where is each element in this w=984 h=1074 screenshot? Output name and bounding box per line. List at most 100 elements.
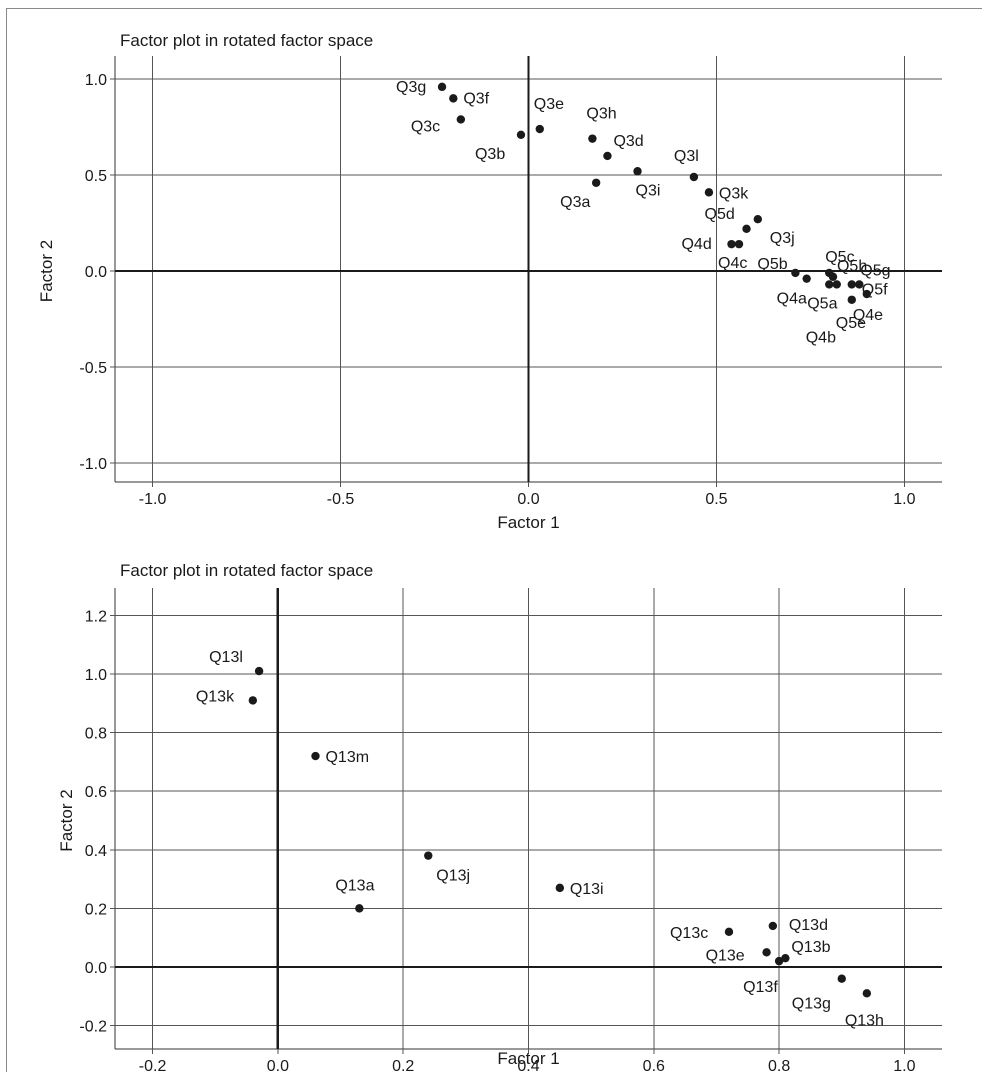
point-label-q5a: Q5a (807, 295, 837, 312)
point-label-q3h: Q3h (586, 106, 616, 123)
x-axis-label: Factor 1 (497, 513, 559, 532)
point-label-q3l: Q3l (674, 148, 699, 165)
point-label-q13g: Q13g (792, 996, 831, 1013)
data-point-q5b (791, 268, 800, 278)
y-tick-label: 0.4 (85, 843, 107, 860)
y-tick-label: 1.0 (85, 72, 107, 89)
factor-plot-top: Factor plot in rotated factor space -1.0 -… (37, 31, 942, 532)
data-point-q4e (862, 289, 872, 299)
data-point-q5f (847, 280, 856, 289)
data-point-q13g (837, 974, 846, 983)
data-point-q13h (862, 989, 872, 998)
data-point-q3e (535, 124, 544, 134)
x-tick-label: 0.4 (517, 1058, 539, 1074)
y-tick-label: 0.0 (85, 264, 107, 281)
point-label-q3f: Q3f (463, 90, 489, 107)
y-tick-label: -1.0 (79, 456, 107, 473)
point-label-q13e: Q13e (706, 947, 745, 964)
point-label-q13h: Q13h (845, 1012, 884, 1029)
x-tick-label: -1.0 (139, 491, 167, 508)
point-label-q5b: Q5b (757, 256, 787, 273)
y-tick-label: 0.2 (85, 901, 107, 918)
y-tick-label: 1.0 (85, 667, 107, 684)
point-label-q3g: Q3g (396, 79, 426, 96)
data-point-q4c (734, 239, 744, 249)
data-point-q3j (753, 215, 763, 224)
data-point-q4a (802, 274, 811, 283)
point-label-q3k: Q3k (719, 185, 749, 202)
point-label-q5c: Q5c (825, 249, 854, 266)
data-point-q3c (456, 115, 466, 124)
point-label-q13d: Q13d (789, 917, 828, 934)
data-point-q13d (768, 921, 778, 931)
data-point-q13l (254, 666, 264, 676)
point-label-q5d: Q5d (705, 206, 735, 223)
data-point-q3l (689, 172, 699, 182)
x-tick-label: -0.5 (327, 491, 355, 508)
x-tick-label: 1.0 (893, 491, 915, 508)
data-point-q3b (516, 130, 526, 140)
point-label-q13f: Q13f (743, 979, 778, 996)
y-tick-label: -0.5 (79, 360, 107, 377)
point-label-q3i: Q3i (636, 182, 661, 199)
figure-frame (6, 8, 982, 1072)
point-label-q3d: Q3d (613, 133, 643, 150)
data-point-q5a (825, 280, 834, 289)
x-tick-label: 0.0 (267, 1058, 289, 1074)
factor-plot-bottom: Factor plot in rotated factor space -0.2 0… (57, 561, 942, 1074)
data-point-q13c (724, 927, 734, 937)
y-axis-label: Factor 2 (37, 240, 56, 302)
x-tick-label: 0.8 (768, 1058, 790, 1074)
point-label-q3j: Q3j (770, 230, 795, 247)
data-point-q5e (847, 295, 856, 304)
y-tick-label: 0.8 (85, 726, 107, 743)
data-point-q3d (603, 151, 612, 161)
point-label-q13i: Q13i (570, 881, 604, 898)
data-point-q13e (762, 948, 771, 957)
data-point-q5d (742, 224, 751, 233)
point-label-q13k: Q13k (196, 688, 235, 705)
point-label-q13j: Q13j (436, 868, 470, 885)
point-label-q4a: Q4a (777, 291, 807, 308)
y-tick-label: 1.2 (85, 608, 107, 625)
data-point-q3k (704, 188, 714, 197)
y-tick-label: -0.2 (79, 1019, 107, 1036)
point-label-q13c: Q13c (670, 925, 708, 942)
data-point-q3a (591, 178, 601, 187)
data-point-q3f (449, 94, 458, 103)
point-label-q3c: Q3c (411, 118, 440, 135)
x-axis-label: Factor 1 (497, 1049, 559, 1068)
data-point-q13b (781, 953, 790, 963)
data-point-q4b (832, 280, 841, 289)
point-label-q13b: Q13b (791, 939, 830, 956)
point-label-q13a: Q13a (335, 877, 374, 894)
data-point-q5h (828, 272, 838, 281)
point-label-q5e: Q5e (836, 315, 866, 332)
data-point-q3g (437, 82, 447, 92)
x-tick-label: 0.2 (392, 1058, 414, 1074)
y-tick-label: 0.5 (85, 168, 107, 185)
y-tick-label: 0.0 (85, 960, 107, 977)
point-label-q3a: Q3a (560, 194, 590, 211)
chart-title: Factor plot in rotated factor space (120, 561, 373, 580)
y-tick-label: 0.6 (85, 784, 107, 801)
point-label-q5g: Q5g (860, 262, 890, 279)
data-point-q4d (727, 239, 736, 249)
data-point-q13k (248, 696, 258, 705)
point-label-q13m: Q13m (325, 749, 369, 766)
x-tick-label: 0.5 (705, 491, 727, 508)
data-point-q13a (355, 904, 364, 913)
y-axis-label: Factor 2 (57, 789, 76, 851)
chart-title: Factor plot in rotated factor space (120, 31, 373, 50)
data-point-q5g (855, 280, 864, 289)
point-label-q4e: Q4e (853, 307, 883, 324)
data-point-q3i (633, 167, 642, 176)
x-tick-label: -0.2 (139, 1058, 167, 1074)
data-point-q3h (588, 134, 597, 143)
point-label-q3e: Q3e (534, 96, 564, 113)
data-point-q13j (424, 851, 433, 860)
x-tick-label: 0.6 (643, 1058, 665, 1074)
data-point-q13f (774, 956, 784, 966)
point-label-q4d: Q4d (681, 236, 711, 253)
x-tick-label: 0.0 (517, 491, 539, 508)
